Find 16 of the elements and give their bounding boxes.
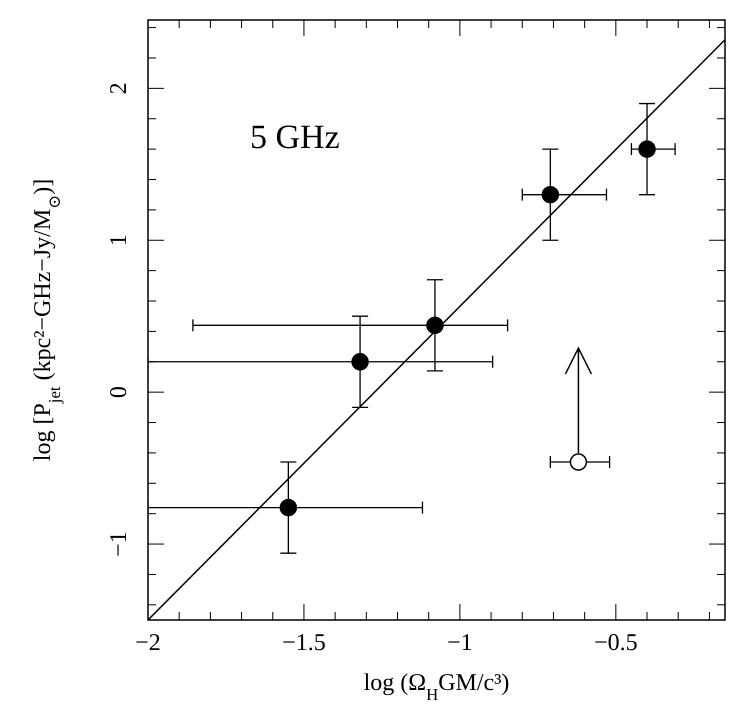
point	[351, 353, 369, 370]
x-tick-label: −0.5	[594, 630, 638, 656]
y-tick-label: 2	[106, 82, 132, 94]
y-tick-label: 1	[106, 234, 132, 246]
x-axis-title: log (Ω$_{H}$GM/c³)	[364, 670, 510, 704]
x-tick-label: −1.5	[282, 630, 326, 656]
point	[280, 498, 298, 516]
point	[426, 316, 444, 334]
x-tick-label: −1	[447, 630, 473, 656]
y-tick-label: 0	[106, 386, 132, 398]
x-tick-label: −2	[135, 630, 161, 656]
point	[638, 140, 656, 158]
point	[542, 186, 560, 204]
point	[570, 453, 588, 471]
y-tick-label: −1	[106, 531, 132, 557]
annotation: 5 GHz	[250, 119, 340, 156]
